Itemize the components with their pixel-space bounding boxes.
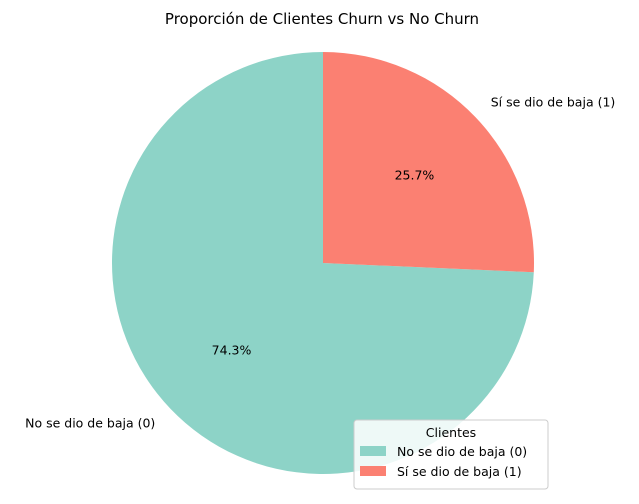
- pie-category-label-no-churn: No se dio de baja (0): [25, 415, 155, 430]
- legend: Clientes No se dio de baja (0) Sí se dio…: [353, 419, 549, 490]
- chart-title: Proporción de Clientes Churn vs No Churn: [165, 10, 479, 28]
- legend-label-no-churn: No se dio de baja (0): [397, 444, 527, 459]
- pie-category-label-churn: Sí se dio de baja (1): [491, 95, 616, 110]
- pie-slices: [112, 52, 535, 474]
- pie-percent-label-churn: 25.7%: [395, 167, 435, 182]
- pie-slice-no-churn: [112, 52, 534, 474]
- pie-percent-label-no-churn: 74.3%: [212, 343, 252, 358]
- legend-frame: [353, 419, 549, 490]
- pie-labels: 74.3% No se dio de baja (0) 25.7% Sí se dio…: [25, 95, 615, 431]
- legend-label-churn: Sí se dio de baja (1): [397, 464, 522, 479]
- legend-title: Clientes: [426, 425, 476, 440]
- pie-slice-churn: [323, 52, 535, 273]
- legend-swatch-churn: [360, 466, 386, 476]
- legend-swatch-no-churn: [360, 446, 386, 456]
